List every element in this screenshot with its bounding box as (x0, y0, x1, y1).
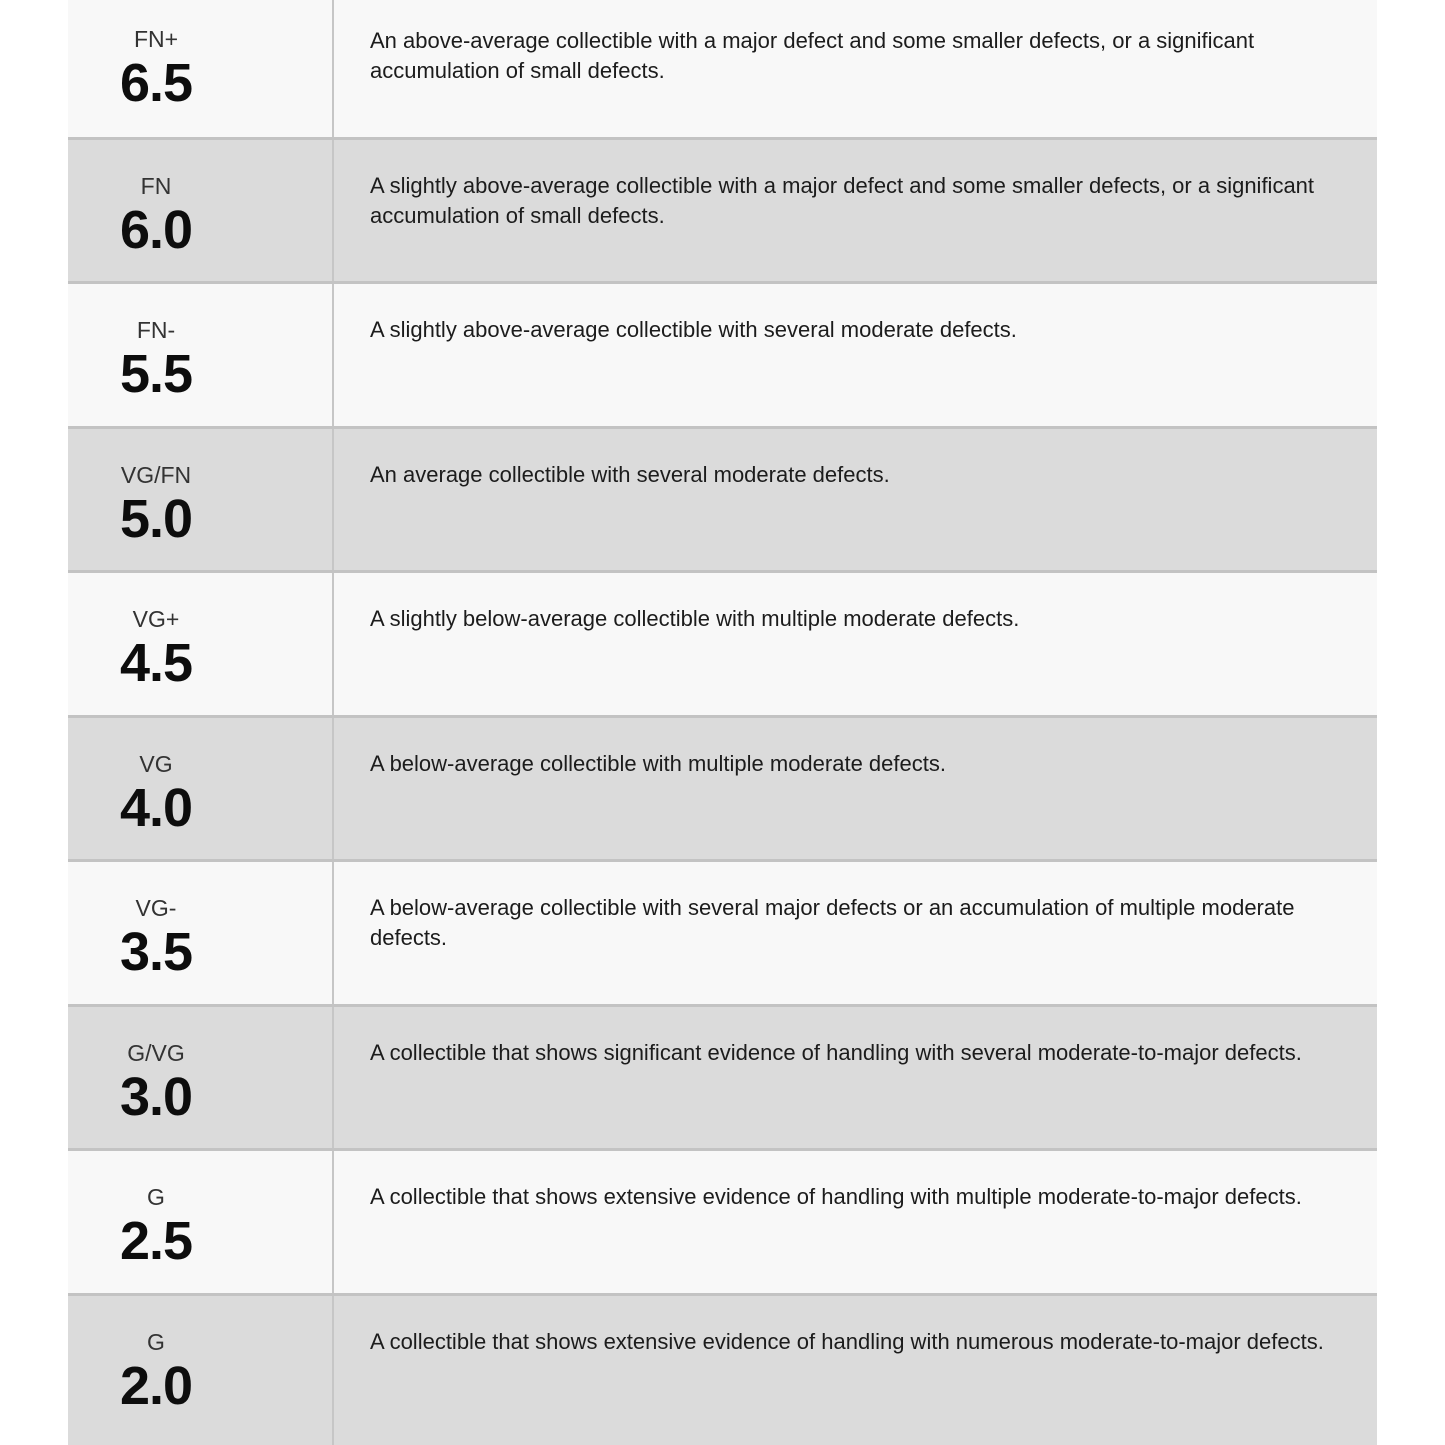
grade-score: 2.0 (119, 1355, 193, 1416)
grade-label: G (147, 1328, 165, 1355)
grade-score: 5.5 (119, 344, 193, 404)
grade-score: 2.5 (119, 1211, 193, 1271)
grade-cell: FN 6.0 (68, 140, 332, 282)
table-row: G/VG 3.0 A collectible that shows signif… (68, 1003, 1377, 1149)
table-row: G 2.0 A collectible that shows extensive… (68, 1292, 1377, 1445)
grade-label: VG/FN (120, 461, 192, 488)
grade-label: G (147, 1184, 165, 1210)
grade-description: An average collectible with several mode… (332, 428, 1377, 570)
grade-label: FN+ (133, 26, 179, 52)
grade-description: An above-average collectible with a majo… (332, 0, 1377, 137)
grade-score: 5.0 (119, 488, 193, 549)
grade-label: FN- (136, 317, 176, 343)
grade-score: 3.0 (119, 1066, 193, 1127)
grade-description: A below-average collectible with multipl… (332, 717, 1377, 859)
grade-label: G/VG (127, 1039, 185, 1066)
grade-cell: G 2.0 (68, 1296, 332, 1445)
table-row: FN+ 6.5 An above-average collectible wit… (68, 0, 1377, 137)
grade-description: A below-average collectible with several… (332, 862, 1377, 1004)
grade-label: FN (140, 172, 172, 199)
grade-cell: VG- 3.5 (68, 862, 332, 1004)
grade-description: A collectible that shows significant evi… (332, 1006, 1377, 1148)
grade-cell: G 2.5 (68, 1151, 332, 1293)
grade-score: 4.5 (119, 633, 193, 693)
grade-score: 4.0 (119, 777, 193, 838)
table-row: FN- 5.5 A slightly above-average collect… (68, 281, 1377, 426)
grade-score: 6.0 (119, 199, 193, 260)
grade-cell: VG/FN 5.0 (68, 429, 332, 571)
table-row: G 2.5 A collectible that shows extensive… (68, 1148, 1377, 1293)
grade-cell: VG+ 4.5 (68, 573, 332, 715)
table-row: VG/FN 5.0 An average collectible with se… (68, 425, 1377, 571)
grade-description: A slightly above-average collectible wit… (332, 284, 1377, 426)
grade-cell: VG 4.0 (68, 718, 332, 860)
grade-description: A collectible that shows extensive evide… (332, 1295, 1377, 1445)
table-row: VG+ 4.5 A slightly below-average collect… (68, 570, 1377, 715)
grade-label: VG- (135, 895, 177, 921)
grade-cell: FN- 5.5 (68, 284, 332, 426)
grading-scale-table: FN+ 6.5 An above-average collectible wit… (68, 0, 1377, 1445)
grade-cell: G/VG 3.0 (68, 1007, 332, 1149)
grade-label: VG+ (132, 606, 180, 632)
grade-score: 6.5 (119, 53, 193, 113)
table-row: FN 6.0 A slightly above-average collecti… (68, 136, 1377, 282)
grade-cell: FN+ 6.5 (68, 0, 332, 137)
grade-score: 3.5 (119, 922, 193, 982)
table-row: VG 4.0 A below-average collectible with … (68, 714, 1377, 860)
grade-label: VG (139, 750, 173, 777)
grade-description: A collectible that shows extensive evide… (332, 1151, 1377, 1293)
grade-description: A slightly below-average collectible wit… (332, 573, 1377, 715)
table-row: VG- 3.5 A below-average collectible with… (68, 859, 1377, 1004)
grade-description: A slightly above-average collectible wit… (332, 139, 1377, 281)
